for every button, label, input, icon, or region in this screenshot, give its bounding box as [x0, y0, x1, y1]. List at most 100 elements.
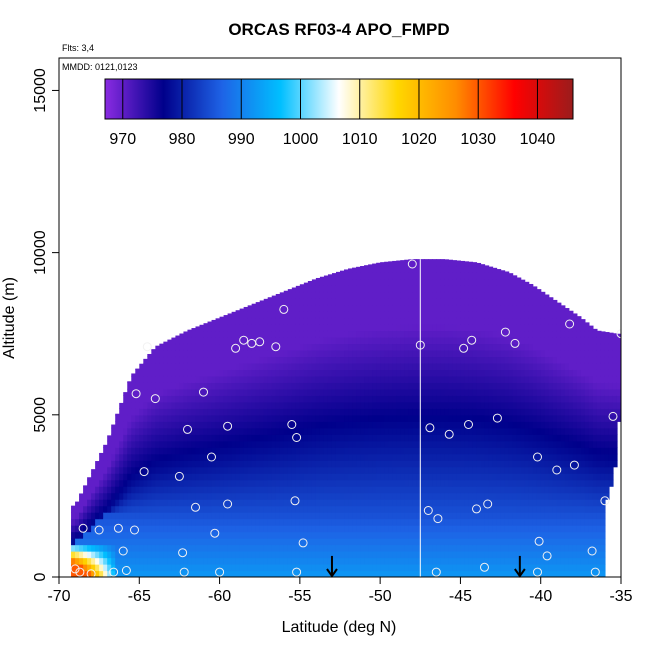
- heatmap-cell: [227, 447, 233, 455]
- heatmap-cell: [323, 362, 329, 370]
- heatmap-cell: [139, 499, 144, 507]
- heatmap-cell: [380, 414, 385, 422]
- heatmap-cell: [484, 388, 490, 396]
- heatmap-cell: [528, 570, 534, 577]
- heatmap-cell: [231, 421, 237, 429]
- heatmap-cell: [380, 278, 385, 286]
- heatmap-cell: [187, 369, 193, 377]
- heatmap-cell: [508, 427, 514, 435]
- heatmap-cell: [231, 551, 237, 559]
- heatmap-cell: [327, 499, 333, 507]
- heatmap-cell: [456, 278, 462, 286]
- heatmap-cell: [187, 564, 193, 572]
- heatmap-cell: [380, 525, 385, 533]
- heatmap-cell: [512, 362, 518, 370]
- heatmap-cell: [516, 440, 522, 448]
- heatmap-cell: [111, 564, 116, 572]
- heatmap-cell: [348, 356, 353, 364]
- heatmap-cell: [420, 278, 425, 286]
- heatmap-cell: [191, 362, 197, 370]
- heatmap-cell: [159, 356, 164, 364]
- heatmap-cell: [295, 570, 301, 577]
- heatmap-cell: [512, 369, 518, 377]
- heatmap-cell: [476, 382, 482, 390]
- heatmap-cell: [452, 466, 458, 474]
- heatmap-cell: [275, 414, 281, 422]
- heatmap-cell: [179, 414, 185, 422]
- heatmap-cell: [319, 453, 325, 461]
- heatmap-cell: [111, 473, 116, 481]
- heatmap-cell: [247, 408, 253, 416]
- heatmap-cell: [472, 382, 478, 390]
- heatmap-cell: [75, 518, 80, 526]
- heatmap-cell: [175, 531, 181, 539]
- heatmap-cell: [263, 298, 269, 306]
- heatmap-cell: [372, 414, 377, 422]
- heatmap-cell: [191, 447, 197, 455]
- heatmap-cell: [155, 479, 160, 487]
- heatmap-cell: [227, 505, 233, 513]
- heatmap-cell: [468, 492, 474, 500]
- heatmap-cell: [488, 323, 494, 332]
- heatmap-cell: [279, 408, 285, 416]
- heatmap-cell: [364, 460, 369, 468]
- heatmap-cell: [91, 473, 96, 481]
- heatmap-cell: [496, 291, 502, 299]
- heatmap-cell: [155, 375, 160, 383]
- heatmap-cell: [548, 408, 554, 416]
- heatmap-cell: [315, 518, 321, 526]
- heatmap-cell: [440, 453, 445, 461]
- heatmap-cell: [115, 525, 120, 533]
- heatmap-cell: [127, 388, 132, 396]
- heatmap-cell: [231, 460, 237, 468]
- heatmap-cell: [404, 336, 409, 345]
- heatmap-cell: [504, 336, 510, 345]
- heatmap-cell: [464, 479, 470, 487]
- heatmap-cell: [476, 311, 482, 319]
- heatmap-cell: [207, 336, 213, 345]
- heatmap-cell: [263, 512, 269, 520]
- heatmap-cell: [496, 388, 502, 396]
- heatmap-cell: [243, 525, 249, 533]
- heatmap-cell: [335, 414, 341, 422]
- heatmap-cell: [384, 317, 389, 325]
- heatmap-cell: [211, 421, 217, 429]
- heatmap-cell: [388, 531, 393, 539]
- heatmap-cell: [484, 447, 490, 455]
- heatmap-cell: [408, 349, 413, 358]
- heatmap-cell: [115, 479, 120, 487]
- heatmap-cell: [492, 570, 498, 577]
- heatmap-cell: [452, 538, 458, 546]
- heatmap-cell: [191, 369, 197, 377]
- heatmap-cell: [291, 401, 297, 409]
- heatmap-cell: [331, 304, 337, 312]
- heatmap-cell: [183, 479, 189, 487]
- heatmap-cell: [259, 356, 265, 364]
- heatmap-cell: [424, 401, 429, 409]
- heatmap-cell: [191, 570, 197, 577]
- heatmap-cell: [496, 330, 502, 338]
- heatmap-cell: [400, 401, 405, 409]
- heatmap-cell: [287, 473, 293, 481]
- heatmap-cell: [231, 434, 237, 442]
- heatmap-cell: [107, 466, 112, 474]
- heatmap-cell: [492, 408, 498, 416]
- heatmap-cell: [544, 401, 550, 409]
- heatmap-cell: [544, 356, 550, 364]
- heatmap-cell: [283, 570, 289, 577]
- heatmap-cell: [368, 512, 373, 520]
- heatmap-cell: [432, 505, 437, 513]
- heatmap-cell: [155, 447, 160, 455]
- heatmap-cell: [315, 285, 321, 293]
- heatmap-cell: [163, 544, 168, 552]
- heatmap-cell: [520, 557, 526, 565]
- heatmap-cell: [171, 505, 177, 513]
- heatmap-cell: [464, 421, 470, 429]
- heatmap-cell: [175, 343, 181, 351]
- heatmap-cell: [283, 317, 289, 325]
- heatmap-cell: [295, 414, 301, 422]
- heatmap-cell: [396, 395, 401, 403]
- heatmap-cell: [376, 304, 381, 312]
- heatmap-cell: [95, 544, 100, 552]
- heatmap-cell: [540, 570, 546, 577]
